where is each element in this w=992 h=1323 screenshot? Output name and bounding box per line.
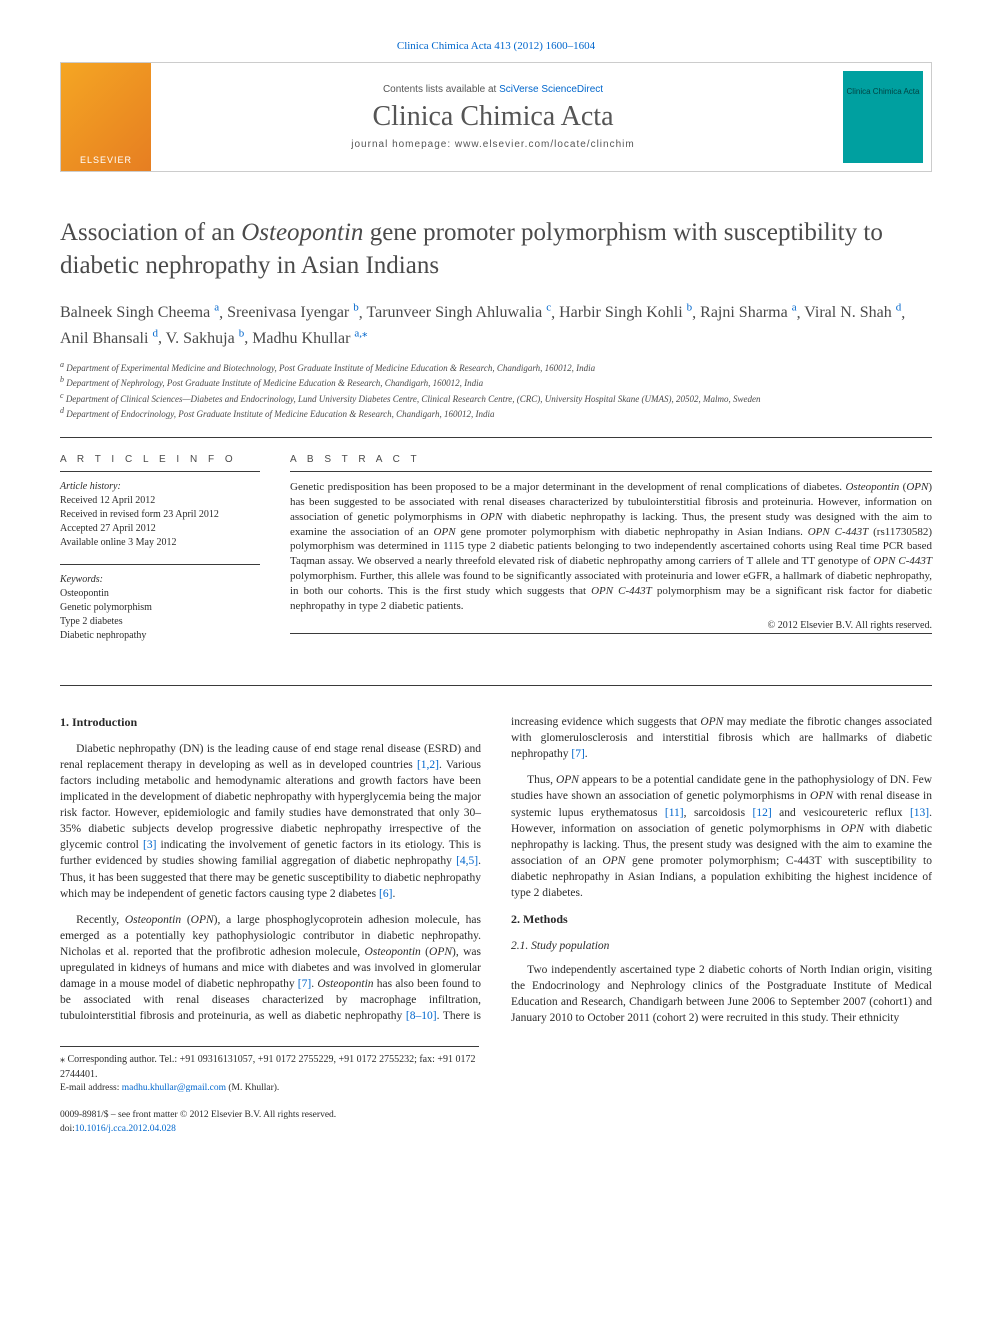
keyword: Osteopontin [60, 587, 260, 601]
author: Madhu Khullar a,⁎ [252, 330, 367, 347]
elsevier-logo-text: ELSEVIER [80, 155, 132, 165]
author: Harbir Singh Kohli b [559, 304, 692, 321]
affiliation-a: a Department of Experimental Medicine an… [60, 359, 932, 375]
masthead: ELSEVIER Contents lists available at Sci… [60, 62, 932, 172]
elsevier-logo: ELSEVIER [61, 63, 151, 171]
affiliation-b: b Department of Nephrology, Post Graduat… [60, 374, 932, 390]
affiliation-d: d Department of Endocrinology, Post Grad… [60, 405, 932, 421]
revised-date: Received in revised form 23 April 2012 [60, 508, 260, 522]
section-heading-methods: 2. Methods [511, 911, 932, 928]
abstract-copyright: © 2012 Elsevier B.V. All rights reserved… [290, 620, 932, 631]
abstract-text: Genetic predisposition has been proposed… [290, 480, 932, 614]
subsection-heading-study-population: 2.1. Study population [511, 938, 932, 954]
author: Anil Bhansali d [60, 330, 158, 347]
footnotes: ⁎ Corresponding author. Tel.: +91 093161… [60, 1046, 479, 1095]
received-date: Received 12 April 2012 [60, 494, 260, 508]
author: V. Sakhuja b [166, 330, 245, 347]
keywords-label: Keywords: [60, 573, 260, 587]
intro-paragraph-1: Diabetic nephropathy (DN) is the leading… [60, 741, 481, 902]
doi-line: doi:10.1016/j.cca.2012.04.028 [60, 1123, 932, 1136]
article-info-column: A R T I C L E I N F O Article history: R… [60, 454, 290, 657]
sciencedirect-link[interactable]: SciVerse ScienceDirect [499, 84, 603, 95]
doi-link[interactable]: 10.1016/j.cca.2012.04.028 [75, 1124, 176, 1134]
keyword: Type 2 diabetes [60, 615, 260, 629]
section-heading-introduction: 1. Introduction [60, 714, 481, 731]
journal-homepage: journal homepage: www.elsevier.com/locat… [151, 139, 835, 150]
methods-paragraph-1: Two independently ascertained type 2 dia… [511, 962, 932, 1026]
intro-paragraph-3: Thus, OPN appears to be a potential cand… [511, 772, 932, 901]
bottom-bar: 0009-8981/$ – see front matter © 2012 El… [60, 1109, 932, 1136]
email-line: E-mail address: madhu.khullar@gmail.com … [60, 1082, 479, 1095]
keyword: Diabetic nephropathy [60, 629, 260, 643]
journal-citation: Clinica Chimica Acta 413 (2012) 1600–160… [60, 40, 932, 52]
author: Viral N. Shah d [804, 304, 901, 321]
accepted-date: Accepted 27 April 2012 [60, 522, 260, 536]
email-link[interactable]: madhu.khullar@gmail.com [122, 1083, 226, 1093]
citation-link[interactable]: Clinica Chimica Acta 413 (2012) 1600–160… [397, 40, 595, 52]
abstract-column: A B S T R A C T Genetic predisposition h… [290, 454, 932, 657]
affiliations: a Department of Experimental Medicine an… [60, 359, 932, 421]
author: Rajni Sharma a [700, 304, 796, 321]
contents-line: Contents lists available at SciVerse Sci… [151, 84, 835, 95]
abstract-label: A B S T R A C T [290, 454, 932, 465]
article-body: 1. Introduction Diabetic nephropathy (DN… [60, 714, 932, 1030]
affiliation-c: c Department of Clinical Sciences—Diabet… [60, 390, 932, 406]
journal-name: Clinica Chimica Acta [151, 101, 835, 133]
journal-cover-thumbnail: Clinica Chimica Acta [843, 71, 923, 163]
keyword: Genetic polymorphism [60, 601, 260, 615]
author: Tarunveer Singh Ahluwalia c [366, 304, 551, 321]
online-date: Available online 3 May 2012 [60, 536, 260, 550]
corresponding-author-note: ⁎ Corresponding author. Tel.: +91 093161… [60, 1053, 479, 1082]
author-list: Balneek Singh Cheema a, Sreenivasa Iyeng… [60, 300, 932, 351]
article-info-label: A R T I C L E I N F O [60, 454, 260, 465]
front-matter-line: 0009-8981/$ – see front matter © 2012 El… [60, 1109, 932, 1122]
cover-text: Clinica Chimica Acta [847, 87, 920, 97]
author: Balneek Singh Cheema a [60, 304, 219, 321]
article-title: Association of an Osteopontin gene promo… [60, 217, 932, 282]
author: Sreenivasa Iyengar b [227, 304, 359, 321]
article-history-label: Article history: [60, 480, 260, 494]
